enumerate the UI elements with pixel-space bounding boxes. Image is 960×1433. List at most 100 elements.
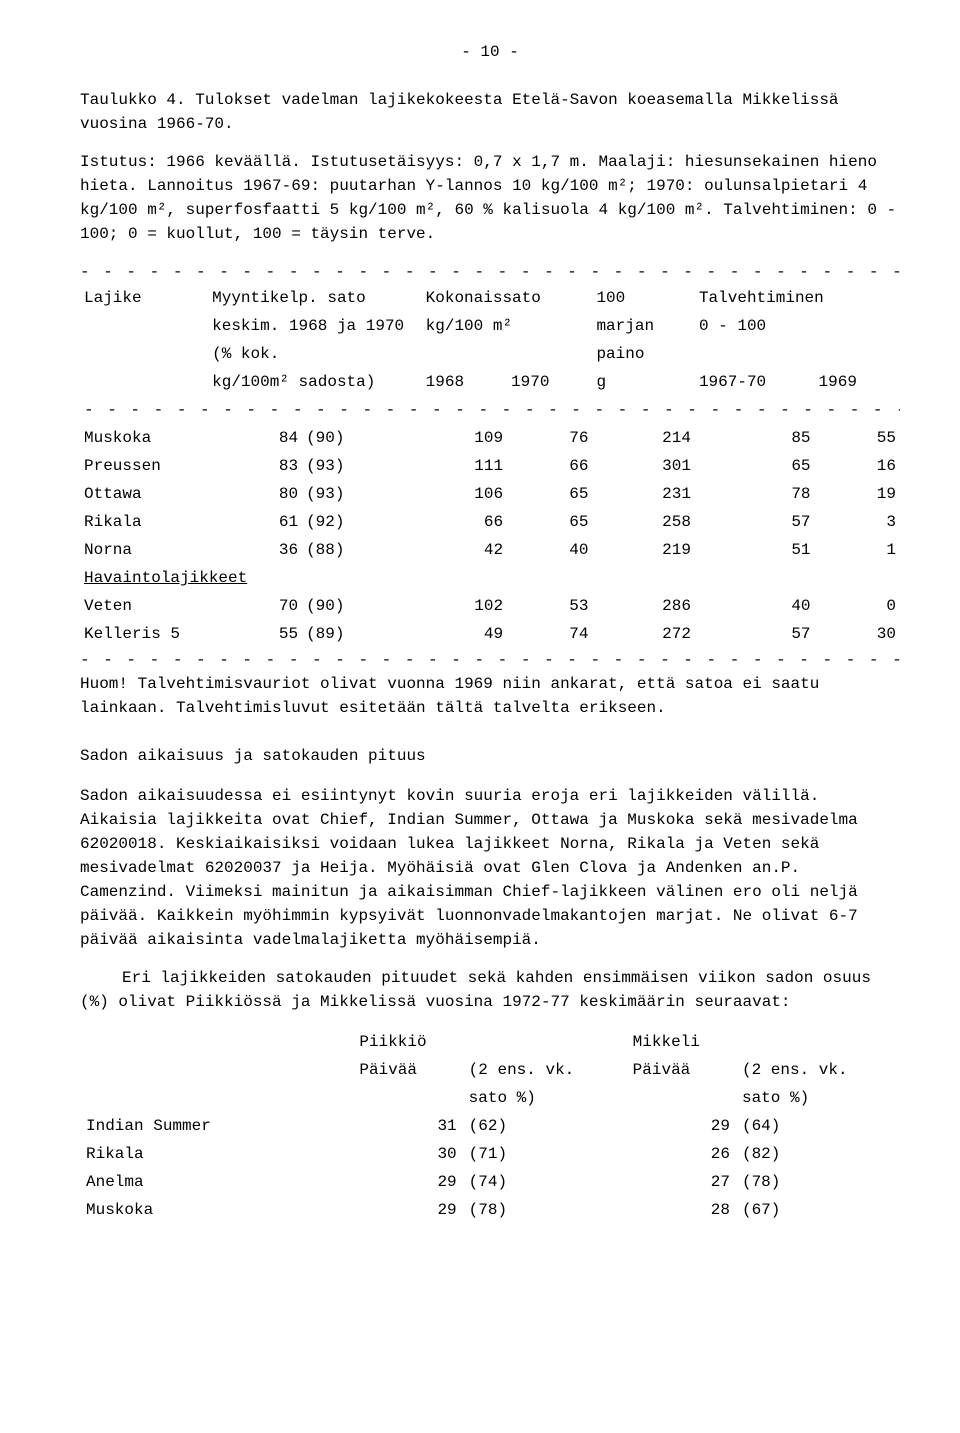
cell-name: Indian Summer [80,1112,353,1140]
cell-name: Rikala [80,508,208,536]
divider: - - - - - - - - - - - - - - - - - - - - … [80,260,900,284]
t1-h-c2a: Myyntikelp. sato [208,284,422,312]
t2-hh3: Päivää [627,1056,736,1084]
cell: 85 [695,424,815,452]
cell: 272 [592,620,694,648]
cell: 19 [815,480,900,508]
t1-h-c2b: keskim. 1968 ja 1970 [208,312,422,340]
table-row: Anelma29(74)27(78) [80,1168,900,1196]
t1-h-c4c: paino [592,340,694,368]
cell: 49 [422,620,507,648]
t1-h-c2d: kg/100m² sadosta) [208,368,422,396]
cell: 109 [422,424,507,452]
t1-h-c2c: (% kok. [208,340,422,368]
t1-h-c3b: kg/100 m² [422,312,593,340]
cell-name: Norna [80,536,208,564]
cell: (64) [736,1112,900,1140]
cell: 111 [422,452,507,480]
cell: 65 [507,480,592,508]
cell: 51 [695,536,815,564]
cell: (74) [463,1168,627,1196]
cell: 30 [815,620,900,648]
divider: - - - - - - - - - - - - - - - - - - - - … [80,396,900,424]
cell-name: Muskoka [80,424,208,452]
cell: (71) [463,1140,627,1168]
table-row: Veten70(90)10253286400 [80,592,900,620]
cell: 83 [208,452,302,480]
cell: 61 [208,508,302,536]
table-row: Rikala30(71)26(82) [80,1140,900,1168]
cell: 29 [353,1196,462,1224]
t1-subheader: Havaintolajikkeet [80,564,900,592]
t1-h-c5b: 0 - 100 [695,312,900,340]
cell-name: Ottawa [80,480,208,508]
cell: 301 [592,452,694,480]
cell: 55 [208,620,302,648]
cell: (78) [736,1168,900,1196]
cell: (89) [302,620,422,648]
t2-h2: Mikkeli [627,1028,900,1056]
t2-h1: Piikkiö [353,1028,626,1056]
cell-name: Kelleris 5 [80,620,208,648]
cell: 28 [627,1196,736,1224]
t2-hh2: (2 ens. vk. [463,1056,627,1084]
t2-hh4: (2 ens. vk. [736,1056,900,1084]
table-row: Muskoka84(90)109762148555 [80,424,900,452]
cell: 57 [695,508,815,536]
cell: 78 [695,480,815,508]
cell: (88) [302,536,422,564]
cell: 0 [815,592,900,620]
cell-name: Rikala [80,1140,353,1168]
cell: 29 [353,1168,462,1196]
cell: 74 [507,620,592,648]
cell: 1 [815,536,900,564]
table-row: Norna36(88)4240219511 [80,536,900,564]
subheading: Sadon aikaisuus ja satokauden pituus [80,744,900,768]
cell: 214 [592,424,694,452]
cell: 231 [592,480,694,508]
cell: (82) [736,1140,900,1168]
cell: 31 [353,1112,462,1140]
table-row: Muskoka29(78)28(67) [80,1196,900,1224]
cell: 65 [507,508,592,536]
cell: 26 [627,1140,736,1168]
table-row: Kelleris 555(89)49742725730 [80,620,900,648]
t1-h-c5d: 1969 [815,368,900,396]
note: Huom! Talvehtimisvauriot olivat vuonna 1… [80,672,900,720]
cell: 80 [208,480,302,508]
table-row: Ottawa80(93)106652317819 [80,480,900,508]
cell-name: Muskoka [80,1196,353,1224]
divider: - - - - - - - - - - - - - - - - - - - - … [80,648,900,672]
cell: 65 [695,452,815,480]
cell: 40 [507,536,592,564]
cell: 258 [592,508,694,536]
cell: 27 [627,1168,736,1196]
t1-h-c3d: 1970 [507,368,592,396]
cell: 16 [815,452,900,480]
cell: (78) [463,1196,627,1224]
table-2: Piikkiö Mikkeli Päivää (2 ens. vk. Päivä… [80,1028,900,1224]
cell: 66 [422,508,507,536]
t2-hh1: Päivää [353,1056,462,1084]
cell: (90) [302,424,422,452]
cell: 219 [592,536,694,564]
cell: 102 [422,592,507,620]
t1-h-c4b: marjan [592,312,694,340]
cell: 42 [422,536,507,564]
cell: 40 [695,592,815,620]
cell: 36 [208,536,302,564]
cell: 3 [815,508,900,536]
cell: 70 [208,592,302,620]
cell-name: Anelma [80,1168,353,1196]
t1-h-c1: Lajike [80,284,208,312]
cell: (90) [302,592,422,620]
cell-name: Preussen [80,452,208,480]
body-paragraph-1: Sadon aikaisuudessa ei esiintynyt kovin … [80,784,900,952]
cell: 29 [627,1112,736,1140]
table-row: Rikala61(92)6665258573 [80,508,900,536]
table-row: Indian Summer31(62)29(64) [80,1112,900,1140]
body-paragraph-2: Eri lajikkeiden satokauden pituudet sekä… [80,966,900,1014]
cell: (92) [302,508,422,536]
cell: (93) [302,480,422,508]
cell: 55 [815,424,900,452]
